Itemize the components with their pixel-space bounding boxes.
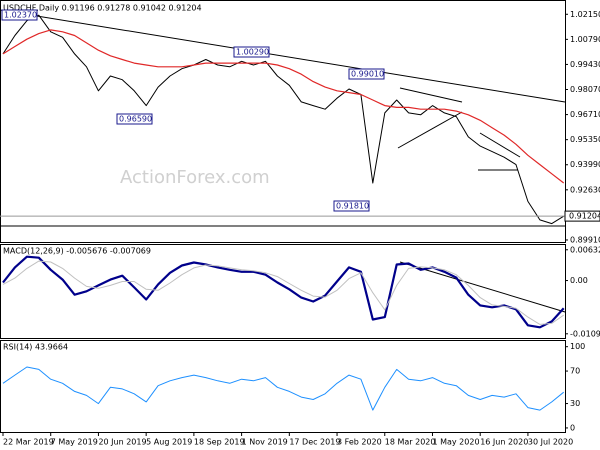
series-line: [2, 260, 564, 325]
y-tick-label: 1.00790: [570, 35, 600, 44]
rsi-panel: [0, 340, 566, 433]
series-line: [2, 255, 565, 329]
price-annotation-box: [1, 9, 38, 21]
macd-title: MACD(12,26,9) -0.005676 -0.007069: [3, 247, 151, 256]
x-tick-label: 20 Jun 2019: [98, 438, 146, 447]
y-tick-label: 0.93990: [570, 160, 600, 169]
x-tick-label: 22 Mar 2019: [3, 438, 54, 447]
x-tick-label: 18 Sep 2019: [194, 438, 245, 447]
triangle-upper: [399, 87, 463, 103]
last-price-label: 0.91204: [569, 212, 600, 221]
x-tick-label: 1 May 2020: [432, 438, 479, 447]
x-tick-label: 5 Aug 2019: [146, 438, 192, 447]
price-title: USDCHF,Daily 0.91196 0.91278 0.91042 0.9…: [3, 4, 202, 13]
x-tick-label: 7 May 2019: [51, 438, 98, 447]
price-annotation: 1.02370: [4, 11, 37, 20]
price-annotation: 0.99010: [351, 70, 384, 79]
macd-panel: [0, 244, 566, 339]
price-annotation: 0.91810: [336, 202, 369, 211]
x-tick-label: 18 Mar 2020: [385, 438, 436, 447]
price-annotation-box: [233, 46, 270, 58]
price-annotation-box: [333, 200, 370, 212]
trendline: [0, 9, 566, 103]
price-annotation-box: [116, 113, 153, 125]
price-annotation-box: [348, 68, 385, 80]
price-panel: [0, 0, 566, 243]
macd-trendline: [399, 261, 566, 313]
y-tick-label: 0.99430: [570, 60, 600, 69]
x-tick-label: 16 Jun 2020: [480, 438, 528, 447]
y-tick-label: 0.98070: [570, 85, 600, 94]
series-line: [2, 14, 564, 225]
y-tick-label: 0.95350: [570, 135, 600, 144]
y-tick-label: 0.006321: [570, 245, 600, 254]
triangle-lower: [397, 111, 463, 149]
y-tick-label: -0.010939: [570, 329, 600, 338]
y-tick-label: 0.92630: [570, 185, 600, 194]
series-line: [2, 366, 565, 411]
y-tick-label: 0.00: [570, 276, 588, 285]
x-tick-label: 1 Nov 2019: [242, 438, 288, 447]
price-annotation: 1.00290: [236, 48, 269, 57]
y-tick-label: 0: [570, 423, 575, 432]
y-tick-label: 0.89910: [570, 235, 600, 244]
y-tick-label: 100: [570, 342, 585, 351]
series-line: [2, 29, 565, 184]
y-tick-label: 1.02150: [570, 10, 600, 19]
last-price-box: [564, 210, 600, 222]
price-annotation: 0.96590: [119, 115, 152, 124]
x-tick-label: 30 Jul 2020: [528, 438, 573, 447]
watermark: ActionForex.com: [120, 167, 270, 188]
channel-upper: [479, 132, 521, 158]
y-tick-label: 30: [570, 399, 580, 408]
x-tick-label: 17 Dec 2019: [289, 438, 340, 447]
y-tick-label: 0.96710: [570, 110, 600, 119]
x-tick-label: 3 Feb 2020: [337, 438, 382, 447]
y-tick-label: 70: [570, 367, 580, 376]
rsi-title: RSI(14) 43.9664: [3, 343, 68, 352]
